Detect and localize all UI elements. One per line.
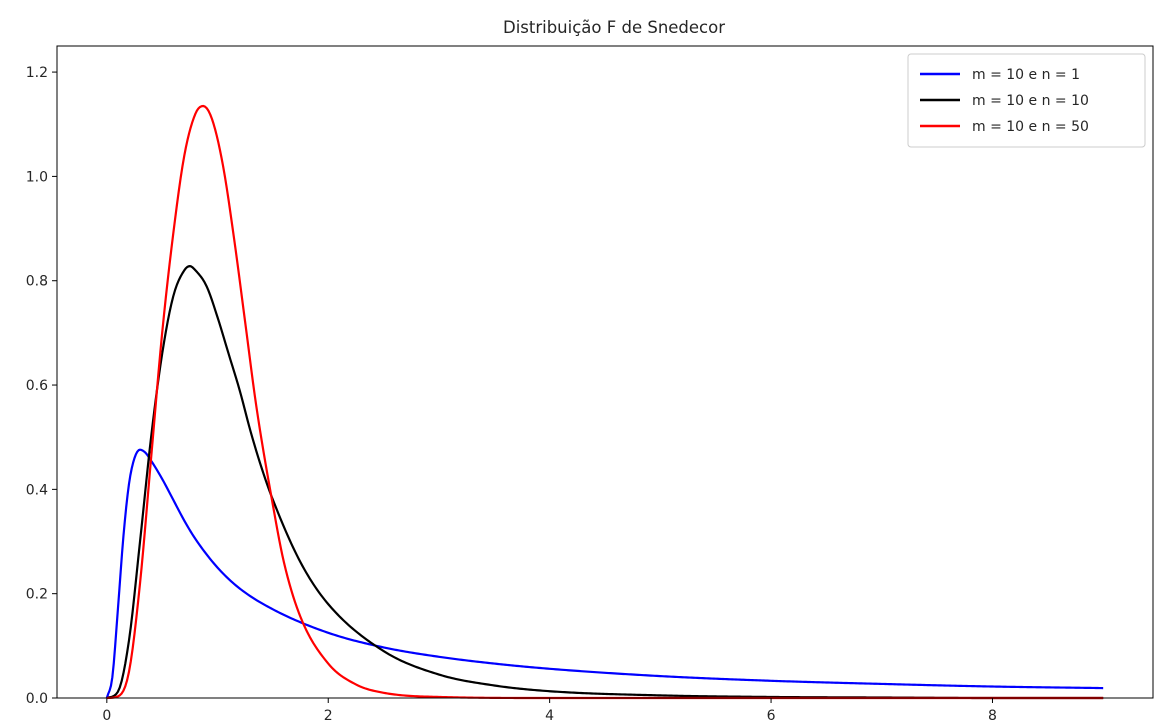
plot-frame	[56, 45, 1154, 699]
axes-layer: 0 2 4 6 8 0.0 0.2 0.4 0.6 0.8 1.0 1.2	[26, 45, 1154, 724]
legend: m = 10 e n = 1 m = 10 e n = 10 m = 10 e n …	[907, 53, 1146, 148]
chart-title: Distribuição F de Snedecor	[503, 18, 725, 37]
y-tick-label: 0.8	[26, 274, 48, 290]
series-line-1	[105, 448, 1104, 699]
legend-label: m = 10 e n = 10	[972, 93, 1089, 109]
x-tick-label: 4	[545, 708, 554, 724]
y-tick-label: 1.0	[26, 169, 48, 185]
y-tick-label: 0.0	[26, 691, 48, 707]
x-tick-label: 8	[988, 708, 997, 724]
series-line-2	[106, 265, 1104, 700]
series-line-3	[106, 104, 1104, 700]
legend-label: m = 10 e n = 50	[972, 119, 1089, 135]
x-tick-label: 0	[102, 708, 111, 724]
legend-label: m = 10 e n = 1	[972, 67, 1080, 83]
x-tick-label: 2	[324, 708, 333, 724]
y-tick-label: 0.6	[26, 378, 48, 394]
y-tick-label: 1.2	[26, 65, 48, 81]
legend-box	[907, 53, 1146, 148]
y-tick-label: 0.4	[26, 482, 48, 498]
y-tick-label: 0.2	[26, 587, 48, 603]
x-tick-label: 6	[767, 708, 776, 724]
series-layer	[105, 104, 1104, 700]
